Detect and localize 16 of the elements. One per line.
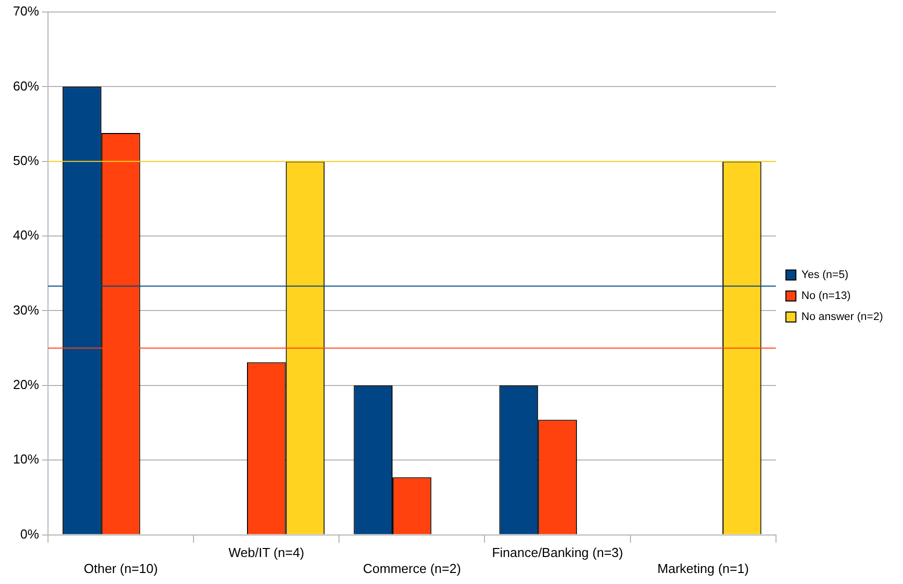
- x-tick-label: Marketing (n=1): [657, 560, 749, 576]
- legend-label: No answer (n=2): [801, 311, 884, 324]
- x-tick-label: Web/IT (n=4): [228, 545, 304, 560]
- y-tick-label: 30%: [12, 302, 40, 318]
- y-tick-label: 20%: [12, 377, 40, 392]
- y-tick-label: 0%: [20, 526, 40, 542]
- y-tick-label: 60%: [12, 78, 40, 94]
- legend-label: No (n=13): [801, 290, 851, 302]
- legend-label: Yes (n=5): [801, 269, 848, 282]
- x-tick-label: Commerce (n=2): [363, 560, 461, 576]
- x-tick-label: Other (n=10): [84, 560, 158, 576]
- y-tick-label: 70%: [12, 4, 40, 19]
- x-tick-label: Finance/Banking (n=3): [492, 545, 624, 560]
- y-tick-label: 40%: [12, 228, 40, 243]
- y-tick-label: 50%: [12, 152, 40, 168]
- y-tick-label: 10%: [12, 452, 40, 467]
